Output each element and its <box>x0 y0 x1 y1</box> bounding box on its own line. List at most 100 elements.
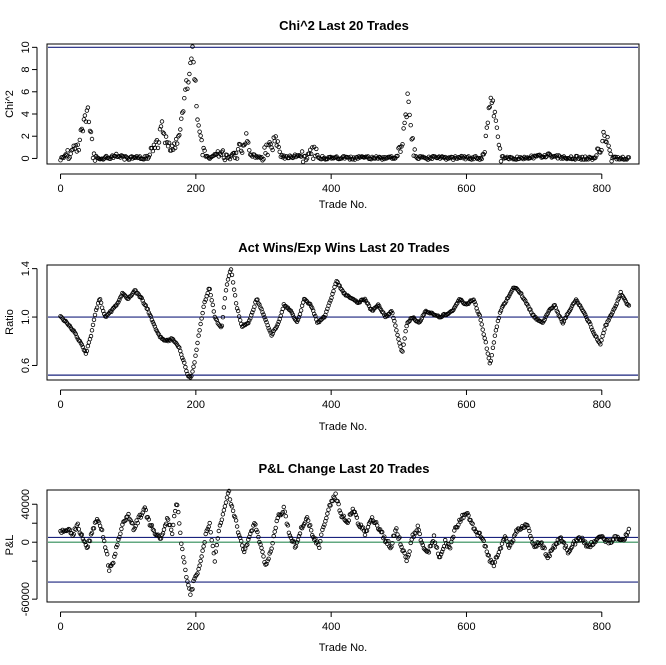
ratio-point <box>195 340 200 346</box>
ratio-point <box>481 332 486 337</box>
chi2-point <box>161 131 167 136</box>
chi2-point <box>487 104 492 110</box>
pnl-point <box>202 540 207 545</box>
pnl-point <box>230 508 236 513</box>
ratio-point <box>395 332 400 338</box>
pnl-point <box>271 533 276 539</box>
chi2-x-axis: 0 200 400 600 800 <box>57 173 611 195</box>
pnl-point <box>509 540 515 545</box>
chi2-point <box>329 156 334 161</box>
ratio-point <box>280 306 285 312</box>
ratio-point <box>552 303 557 308</box>
ratio-point <box>250 310 255 315</box>
ratio-point <box>199 316 204 321</box>
chi2-point <box>547 152 552 157</box>
chi2-point <box>195 117 200 122</box>
pnl-point <box>338 510 343 516</box>
pnl-point <box>547 553 552 559</box>
ratio-point <box>138 294 143 300</box>
pnl-point <box>126 511 131 517</box>
ratio-point <box>210 302 215 308</box>
pnl-xtick-label: 400 <box>322 621 340 633</box>
pnl-point <box>491 563 497 569</box>
pnl-point <box>486 553 491 558</box>
pnl-point <box>333 491 338 496</box>
ratio-point <box>491 340 497 345</box>
chi2-point <box>172 145 178 151</box>
chi2-point <box>599 147 604 153</box>
pnl-point <box>620 537 625 542</box>
ratio-point <box>482 336 487 341</box>
chi2-point <box>491 113 497 119</box>
chi2-point <box>189 56 194 61</box>
pnl-point <box>350 506 355 512</box>
chi2-point <box>133 155 138 160</box>
pnl-point <box>219 517 225 522</box>
pnl-point <box>416 527 421 533</box>
chi2-point <box>150 148 156 154</box>
pnl-point <box>223 500 229 505</box>
pnl-point <box>401 548 406 553</box>
pnl-point <box>71 532 76 537</box>
chi2-point <box>484 125 489 130</box>
pnl-point <box>252 521 257 526</box>
ratio-point <box>331 289 336 294</box>
pnl-point <box>261 554 266 559</box>
pnl-point <box>337 508 342 513</box>
chi2-point <box>626 155 632 160</box>
chi2-point <box>607 147 612 153</box>
pnl-ylabel: P&L <box>4 535 16 556</box>
pnl-point <box>98 527 104 532</box>
pnl-y-axis: -60000 0 40000 <box>20 489 38 616</box>
pnl-point <box>179 541 184 546</box>
ratio-point <box>392 318 397 324</box>
pnl-point <box>294 540 300 545</box>
pnl-xlabel: Trade No. <box>319 642 368 654</box>
pnl-point <box>448 546 453 551</box>
pnl-point <box>178 530 183 535</box>
ratio-title: Act Wins/Exp Wins Last 20 Trades <box>238 240 449 255</box>
ratio-point <box>310 305 315 311</box>
ratio-ytick-label: 0.6 <box>20 358 32 373</box>
pnl-point <box>411 534 416 540</box>
pnl-point <box>245 542 250 547</box>
chi2-point <box>315 152 320 158</box>
ratio-point <box>419 316 424 321</box>
ratio-point <box>61 318 66 323</box>
chi2-point <box>168 148 174 153</box>
pnl-point <box>217 523 223 528</box>
ratio-point <box>394 328 399 333</box>
pnl-point <box>432 540 438 545</box>
ratio-point <box>473 302 478 307</box>
chi2-point <box>265 152 270 158</box>
ratio-point <box>475 309 480 314</box>
pnl-point <box>326 507 331 512</box>
ratio-point <box>602 327 607 332</box>
ratio-point <box>488 358 493 364</box>
chi2-point <box>75 142 80 147</box>
ratio-x-axis: 0 200 400 600 800 <box>57 389 611 411</box>
ratio-point <box>334 279 339 284</box>
pnl-point <box>328 503 333 508</box>
pnl-point <box>380 529 385 535</box>
ratio-point <box>209 298 214 303</box>
ratio-point <box>361 298 367 303</box>
ratio-hlines <box>48 316 638 376</box>
ratio-point <box>626 303 632 308</box>
chi2-point <box>496 142 502 148</box>
pnl-point <box>567 548 573 553</box>
ratio-point <box>577 303 583 308</box>
pnl-point <box>205 526 210 532</box>
ratio-point <box>625 302 630 307</box>
ratio-point <box>542 317 547 322</box>
pnl-point <box>207 520 212 526</box>
chi2-point <box>183 87 188 92</box>
chi2-point <box>479 156 484 162</box>
ratio-point <box>224 282 230 287</box>
chi2-point <box>83 119 89 124</box>
chi2-point <box>82 113 88 118</box>
ratio-point <box>568 306 574 311</box>
pnl-hlines <box>48 536 638 583</box>
chi2-point <box>400 142 405 147</box>
pnl-point <box>184 575 189 580</box>
